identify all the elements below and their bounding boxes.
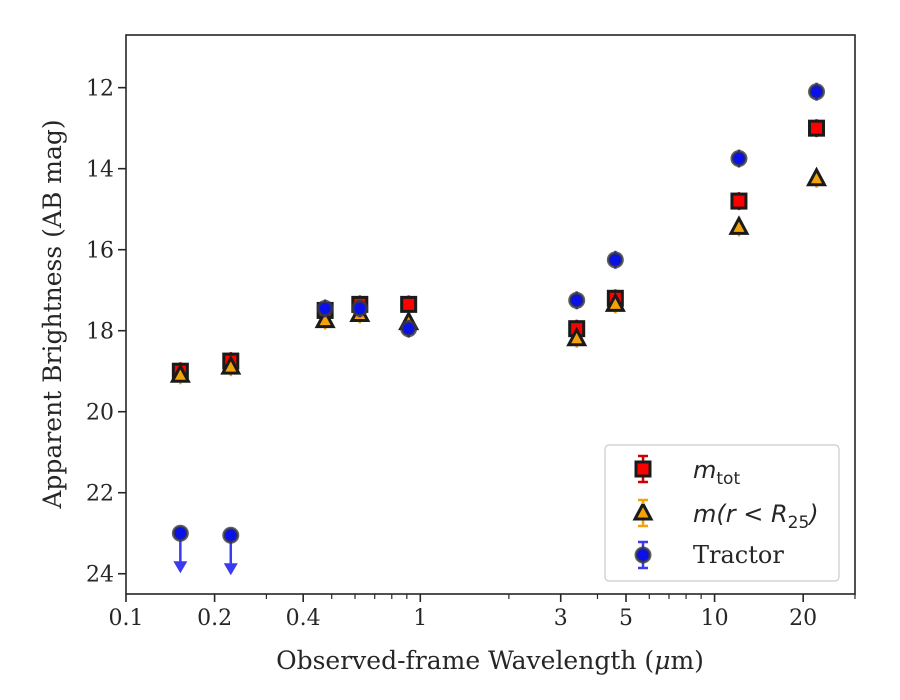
legend-entry-tractor: Tractor [693,541,784,569]
legend-entry-mtot: mtot [693,456,740,489]
legend: mtot m(r < R25) Tractor [604,444,840,582]
plot-frame [125,34,856,595]
circle-marker [730,150,748,168]
data-point-circle [730,149,748,168]
x-tick-label: 0.2 [197,606,232,631]
y-tick-label: 18 [86,320,114,345]
circle-marker [634,546,652,564]
x-tick-label: 0.4 [286,606,321,631]
triangle-marker [728,215,750,235]
data-point-triangle [220,354,242,377]
data-point-circle [351,299,369,318]
x-tick-label: 3 [554,606,568,631]
upper-limit-arrow-head [223,563,238,576]
circle-marker [316,299,334,317]
circle-marker [808,83,826,101]
upper-limit-point [171,524,189,574]
legend-mtot-main: m [693,456,716,484]
y-tick-label: 16 [86,239,114,264]
y-tick-label: 20 [86,401,114,426]
legend-mtot-sub: tot [716,469,740,489]
circle-marker [606,251,624,269]
legend-frame [604,444,840,582]
data-point-triangle [566,326,588,348]
square-marker [400,295,418,313]
triangle-marker [632,500,654,521]
legend-markers [632,454,654,570]
data-point-triangle [806,166,828,188]
data-point-circle [400,319,418,338]
data-point-square [808,119,826,138]
x-tick-label: 10 [701,606,729,631]
legend-marker-circle [634,546,652,564]
legend-mr25-sub: 25 [788,513,810,533]
legend-marker-triangle [632,500,654,522]
x-axis-title-unit: m) [670,646,703,675]
legend-marker-square [634,460,652,478]
triangle-marker [314,308,336,329]
x-axis-title: Observed-frame Wavelength (μm) [276,646,704,675]
axis-ticks: 0.1 0.2 0.4 1 3 5 10 20 12 14 16 18 20 22 24 [86,77,856,631]
data-point-circle [808,82,826,101]
square-marker [808,119,826,137]
triangle-marker [169,363,191,383]
circle-marker [400,320,418,338]
x-axis-title-mu: μ [654,646,670,675]
data-point-circle [606,250,624,269]
square-marker [730,192,748,210]
legend-entry-mr25: m(r < R25) [693,500,819,533]
data-point-triangle [169,363,191,385]
y-tick-label: 14 [86,158,114,183]
legend-mr25-close: ) [807,500,818,528]
x-tick-label: 5 [619,606,633,631]
data-point-triangle [728,215,750,237]
data-point-circle [568,291,586,310]
plot-area [169,82,828,576]
circle-marker [568,291,586,309]
legend-mr25-main: m(r < R [693,500,788,528]
triangle-marker [220,354,242,375]
triangle-marker [604,292,626,312]
triangle-marker [806,166,828,187]
upper-limit-arrow-head [173,561,188,574]
circle-marker [171,524,189,542]
data-point-triangle [604,292,626,314]
data-point-square [730,192,748,211]
x-tick-label: 0.1 [109,606,144,631]
circle-marker [351,299,369,317]
y-tick-label: 24 [86,563,114,588]
x-tick-label: 20 [789,606,817,631]
x-tick-label: 1 [413,606,427,631]
x-axis-title-main: Observed-frame Wavelength ( [276,646,654,675]
y-tick-label: 22 [86,482,114,507]
y-axis-title: Apparent Brightness (AB mag) [38,119,67,509]
square-marker [634,460,652,478]
upper-limit-point [222,526,240,576]
data-point-circle [316,299,334,318]
triangle-marker [566,326,588,347]
y-tick-label: 12 [86,77,114,102]
circle-marker [222,526,240,544]
